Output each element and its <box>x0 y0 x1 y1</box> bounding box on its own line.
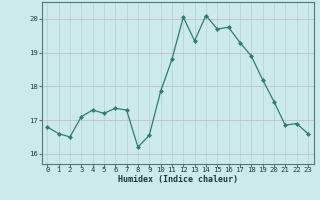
X-axis label: Humidex (Indice chaleur): Humidex (Indice chaleur) <box>118 175 237 184</box>
